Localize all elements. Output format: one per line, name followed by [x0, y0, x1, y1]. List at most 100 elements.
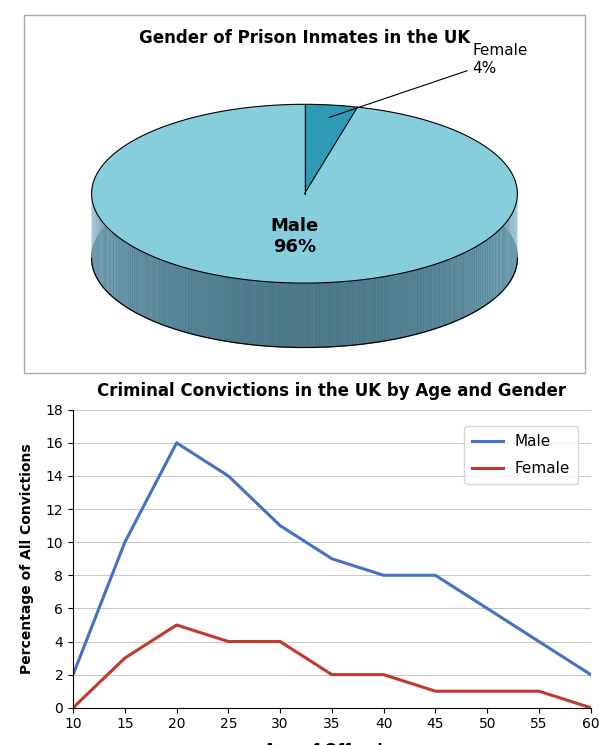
Polygon shape — [112, 232, 113, 297]
Female — [535, 687, 543, 696]
Polygon shape — [340, 282, 343, 346]
Polygon shape — [97, 215, 98, 280]
Polygon shape — [143, 252, 146, 317]
Male — [276, 522, 284, 530]
Polygon shape — [98, 216, 99, 282]
X-axis label: Age of Offender: Age of Offender — [264, 743, 400, 745]
Polygon shape — [491, 235, 493, 301]
Polygon shape — [109, 229, 111, 295]
Polygon shape — [128, 244, 131, 310]
Female — [328, 670, 336, 679]
Polygon shape — [227, 277, 230, 342]
Polygon shape — [391, 275, 394, 340]
Polygon shape — [218, 276, 221, 340]
Polygon shape — [420, 268, 423, 333]
Polygon shape — [102, 221, 103, 287]
Female — [484, 687, 491, 696]
Polygon shape — [406, 272, 409, 337]
Polygon shape — [91, 104, 518, 283]
Polygon shape — [221, 276, 224, 341]
Polygon shape — [379, 277, 382, 342]
Text: Gender of Prison Inmates in the UK: Gender of Prison Inmates in the UK — [139, 29, 470, 47]
Polygon shape — [362, 279, 366, 344]
Polygon shape — [189, 269, 191, 334]
Polygon shape — [101, 220, 102, 286]
Polygon shape — [434, 264, 437, 329]
Polygon shape — [323, 282, 326, 347]
Polygon shape — [230, 278, 234, 343]
Polygon shape — [507, 220, 508, 286]
Polygon shape — [286, 283, 289, 347]
Male — [535, 637, 543, 646]
Polygon shape — [273, 282, 276, 346]
Polygon shape — [300, 283, 303, 347]
Polygon shape — [333, 282, 336, 346]
Polygon shape — [276, 282, 280, 347]
Polygon shape — [104, 224, 105, 290]
Polygon shape — [366, 279, 369, 343]
Polygon shape — [474, 247, 476, 312]
Polygon shape — [501, 226, 502, 293]
Polygon shape — [191, 270, 194, 335]
Polygon shape — [426, 266, 429, 332]
Line: Female: Female — [73, 625, 591, 708]
Polygon shape — [347, 281, 350, 346]
Female — [225, 637, 232, 646]
Polygon shape — [442, 261, 445, 326]
Polygon shape — [303, 283, 306, 347]
Polygon shape — [256, 281, 259, 346]
Polygon shape — [326, 282, 329, 347]
Polygon shape — [139, 250, 141, 315]
Polygon shape — [397, 273, 400, 338]
Polygon shape — [304, 104, 357, 194]
Polygon shape — [183, 267, 186, 332]
Male — [225, 472, 232, 481]
Polygon shape — [484, 241, 486, 306]
Text: Male
96%: Male 96% — [270, 217, 319, 256]
Polygon shape — [509, 218, 510, 283]
Polygon shape — [262, 282, 266, 346]
Polygon shape — [394, 274, 397, 339]
Polygon shape — [240, 279, 243, 343]
Polygon shape — [169, 263, 172, 328]
Polygon shape — [200, 272, 203, 337]
Polygon shape — [209, 273, 212, 338]
Polygon shape — [510, 216, 511, 282]
Female — [121, 653, 128, 662]
Polygon shape — [116, 235, 118, 301]
Polygon shape — [432, 264, 434, 330]
Female — [276, 637, 284, 646]
Polygon shape — [329, 282, 333, 347]
Polygon shape — [147, 254, 150, 320]
Polygon shape — [135, 247, 136, 313]
Polygon shape — [468, 250, 470, 315]
Polygon shape — [418, 269, 420, 334]
Polygon shape — [476, 245, 478, 311]
Polygon shape — [155, 257, 157, 323]
Polygon shape — [375, 278, 379, 343]
Polygon shape — [131, 245, 133, 311]
Polygon shape — [429, 265, 432, 331]
Polygon shape — [125, 242, 127, 308]
Polygon shape — [505, 223, 506, 288]
Polygon shape — [266, 282, 269, 346]
Polygon shape — [100, 219, 101, 285]
Polygon shape — [454, 256, 457, 322]
Polygon shape — [91, 168, 518, 347]
Male — [484, 604, 491, 613]
Polygon shape — [194, 270, 197, 335]
Polygon shape — [506, 221, 507, 287]
Male — [432, 571, 439, 580]
Polygon shape — [283, 282, 286, 347]
Polygon shape — [353, 280, 356, 345]
Female — [380, 670, 387, 679]
Polygon shape — [247, 279, 250, 344]
Polygon shape — [512, 212, 513, 278]
Polygon shape — [150, 255, 152, 320]
Polygon shape — [107, 226, 108, 293]
Polygon shape — [489, 237, 491, 302]
Polygon shape — [437, 263, 440, 328]
Male — [69, 670, 77, 679]
Polygon shape — [212, 274, 215, 339]
Polygon shape — [146, 253, 147, 318]
